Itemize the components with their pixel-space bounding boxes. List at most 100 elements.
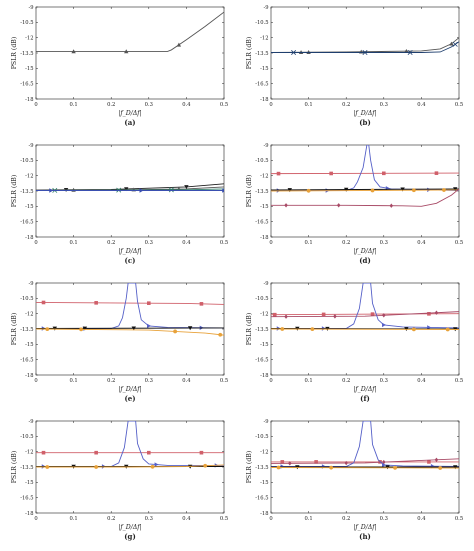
series-1-marker — [291, 50, 297, 55]
series-line-0 — [36, 301, 224, 305]
series-3-marker — [203, 463, 208, 468]
series-0-marker — [321, 312, 326, 317]
x-tick-label: 0.1 — [304, 240, 312, 246]
series-group — [271, 283, 459, 332]
y-tick-label: -18 — [25, 235, 33, 241]
y-tick-label: -15 — [25, 204, 33, 210]
series-0-marker — [314, 460, 318, 464]
y-axis-label: PSLR (dB) — [11, 313, 18, 345]
series-group — [36, 421, 224, 469]
y-tick-label: -12 — [260, 311, 268, 317]
y-tick-label: -16.5 — [20, 81, 33, 87]
series-0-marker — [41, 450, 46, 455]
series-0-marker — [71, 49, 76, 54]
x-tick-label: 0.4 — [182, 516, 191, 522]
panel-caption: (a) — [124, 118, 135, 127]
y-tick-label: -12 — [25, 311, 33, 317]
panel-h: -9 -10.5 -12 -13.5 -15 -16.5 -180 0.1 0.2 0.3 0.4 0… — [246, 419, 463, 541]
y-tick-label: -9 — [263, 419, 268, 425]
x-tick-label: 0.4 — [417, 102, 426, 108]
series-line-1 — [271, 458, 459, 464]
series-2-marker — [344, 187, 349, 192]
plot-frame — [35, 144, 225, 238]
series-0-marker — [404, 48, 409, 53]
x-axis-label: |f_D/Δf| — [353, 524, 376, 531]
panel-b: -9 -10.5 -12 -13.5 -15 -16.5 -180 0.1 0.2 0.3 0.4 0… — [246, 5, 463, 127]
x-tick-label: 0.2 — [342, 378, 350, 384]
series-group — [271, 145, 459, 208]
y-tick-label: -15 — [260, 480, 268, 486]
x-axis-label: |f_D/Δf| — [353, 386, 376, 393]
series-3-marker — [173, 329, 178, 334]
series-3-marker — [370, 188, 375, 193]
x-tick-label: 0.5 — [455, 516, 463, 522]
x-tick-label: 0.5 — [455, 102, 463, 108]
y-tick-label: -12 — [260, 449, 268, 455]
series-3-marker — [79, 327, 84, 332]
series-0-marker — [434, 171, 439, 175]
y-tick-label: -18 — [260, 235, 268, 241]
x-tick-label: 0.2 — [107, 240, 115, 246]
series-1-marker — [382, 313, 386, 318]
series-4-marker — [393, 465, 397, 470]
y-tick-label: -15 — [260, 204, 268, 210]
series-0-marker — [370, 312, 375, 316]
x-tick-label: 0.4 — [417, 378, 426, 384]
x-tick-label: 0.4 — [417, 240, 426, 246]
x-tick-label: 0.2 — [107, 516, 115, 522]
series-line-4 — [271, 467, 459, 469]
series-line-3 — [271, 328, 459, 330]
series-2-marker — [131, 326, 136, 331]
series-line-1 — [36, 421, 224, 467]
panel-e: -9 -10.5 -12 -13.5 -15 -16.5 -180 0.1 0.2 0.3 0.4 0… — [11, 281, 228, 403]
series-0-marker — [147, 450, 151, 455]
y-tick-label: -16.5 — [255, 357, 268, 363]
plot-frame — [35, 6, 225, 100]
y-tick-label: -9 — [28, 5, 33, 11]
y-tick-label: -18 — [260, 97, 268, 103]
y-axis-label: PSLR (dB) — [246, 313, 253, 345]
x-tick-label: 0.4 — [182, 102, 191, 108]
x-tick-label: 0 — [269, 516, 272, 522]
x-tick-label: 0.5 — [455, 240, 463, 246]
y-tick-label: -9 — [28, 281, 33, 287]
x-tick-label: 0.1 — [304, 516, 312, 522]
series-line-1 — [271, 145, 459, 191]
x-tick-label: 0.5 — [220, 102, 228, 108]
series-4-marker — [280, 327, 285, 331]
y-tick-label: -18 — [25, 373, 33, 379]
series-0-marker — [329, 171, 333, 176]
series-group — [36, 11, 224, 54]
series-1-marker — [434, 457, 439, 463]
x-tick-label: 0.2 — [342, 102, 350, 108]
y-axis-label: PSLR (dB) — [246, 37, 253, 69]
series-4-marker — [445, 327, 450, 332]
series-line-0 — [271, 172, 459, 175]
x-tick-label: 0 — [269, 240, 272, 246]
series-0-marker — [280, 460, 285, 464]
y-tick-label: -12 — [25, 35, 33, 41]
panel-caption: (c) — [125, 256, 136, 265]
series-4-marker — [336, 203, 341, 208]
series-0-marker — [184, 185, 189, 190]
series-3-marker — [49, 188, 54, 193]
series-0-marker — [427, 312, 431, 316]
y-tick-label: -18 — [25, 97, 33, 103]
panel-caption: (f) — [360, 394, 370, 403]
y-tick-label: -15 — [25, 480, 33, 486]
series-0-marker — [147, 301, 151, 305]
x-axis-label: |f_D/Δf| — [353, 248, 376, 255]
panel-caption: (b) — [359, 118, 371, 127]
x-axis-label: |f_D/Δf| — [118, 524, 141, 531]
panel-c: -9 -10.5 -12 -13.5 -15 -16.5 -180 0.1 0.2 0.3 0.4 0… — [11, 143, 228, 265]
series-4-marker — [284, 203, 288, 208]
y-axis-label: PSLR (dB) — [11, 175, 18, 207]
y-tick-label: -10.5 — [20, 296, 33, 302]
y-tick-label: -16.5 — [20, 357, 33, 363]
series-0-marker — [272, 312, 277, 317]
series-line-0 — [36, 11, 224, 52]
y-tick-label: -18 — [25, 511, 33, 517]
panel-d: -9 -10.5 -12 -13.5 -15 -16.5 -180 0.1 0.2 0.3 0.4 0… — [246, 143, 463, 265]
panel-a: -9 -10.5 -12 -13.5 -15 -16.5 -180 0.1 0.2 0.3 0.4 0… — [11, 5, 228, 127]
